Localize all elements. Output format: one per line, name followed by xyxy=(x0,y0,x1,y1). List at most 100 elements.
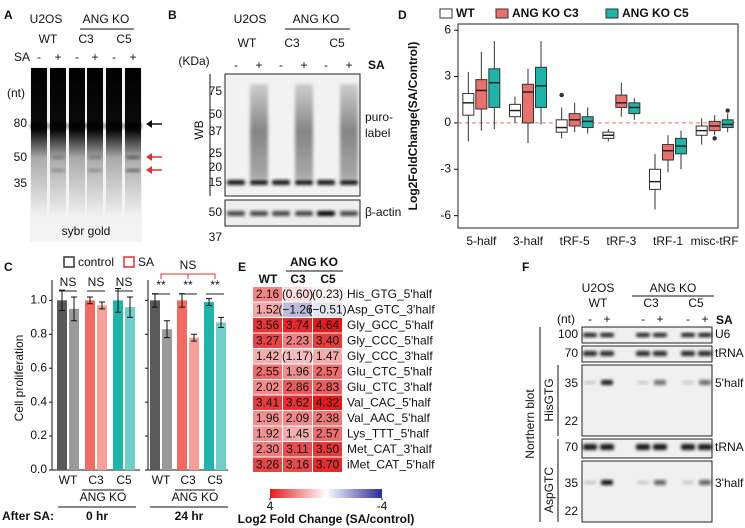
outlier xyxy=(559,92,564,98)
bar xyxy=(85,300,95,470)
row-label: Val_CAC_5'half xyxy=(347,395,431,409)
heatmap-cell xyxy=(313,318,342,333)
band xyxy=(636,351,650,356)
cell-label: 3.62 xyxy=(286,395,310,409)
cell-label: 3.16 xyxy=(286,457,310,471)
arrow-head xyxy=(146,153,152,161)
heatmap-cell xyxy=(313,302,342,317)
y-tick-label: 0.4 xyxy=(30,394,47,408)
row-label: iMet_CAT_5'half xyxy=(347,457,435,471)
lane-label: C5 xyxy=(116,32,132,46)
sign: + xyxy=(345,58,352,72)
lane-label: C5 xyxy=(329,36,345,50)
cell-label: 2.02 xyxy=(256,380,280,394)
sign: + xyxy=(255,58,262,72)
lane-label: C3 xyxy=(284,36,300,50)
cell-label: 4.32 xyxy=(316,395,340,409)
colorbar-tick-label: -4 xyxy=(377,499,388,513)
x-tick-label: C5 xyxy=(116,473,132,487)
band xyxy=(637,381,649,384)
heatmap-cell xyxy=(283,364,312,379)
heatmap-cell xyxy=(313,349,342,364)
bar xyxy=(57,300,67,470)
cell-label: 1.42 xyxy=(256,349,280,363)
heatmap-cell xyxy=(313,442,342,457)
blot xyxy=(581,364,713,437)
significance: ** xyxy=(156,278,166,292)
band xyxy=(601,380,613,385)
box xyxy=(555,119,568,133)
lane-label: WT xyxy=(238,36,257,50)
sign: - xyxy=(112,50,116,64)
smear xyxy=(69,68,85,218)
band xyxy=(653,351,667,356)
plot-frame xyxy=(457,23,739,229)
band xyxy=(682,481,694,484)
significance: ** xyxy=(210,278,220,292)
lane-label: C5 xyxy=(688,296,704,310)
band xyxy=(637,481,649,484)
gel xyxy=(30,66,142,242)
cell-label: 3.27 xyxy=(256,333,280,347)
error-bar xyxy=(59,289,65,312)
legend-label: ANG KO C5 xyxy=(622,6,689,20)
heatmap-cell xyxy=(253,287,282,302)
cell-label: (0.23) xyxy=(312,287,343,301)
band xyxy=(699,380,711,385)
marker: 15 xyxy=(209,175,223,189)
unit-label: (KDa) xyxy=(178,54,209,68)
x-tick-label: C3 xyxy=(180,473,196,487)
bar xyxy=(216,322,226,470)
sign: - xyxy=(588,312,592,326)
band xyxy=(653,444,667,450)
significance-bracket xyxy=(160,273,216,279)
legend-label: WT xyxy=(456,6,475,20)
band-label: U6 xyxy=(715,327,731,341)
y-axis-label: Log2FoldChange(SA/Control) xyxy=(406,42,420,211)
marker: 22 xyxy=(565,504,579,518)
heatmap-cell xyxy=(283,302,312,317)
probe-label: AspGTC xyxy=(542,467,556,513)
x-tick-label: C5 xyxy=(207,473,223,487)
cell-label: (−1.26) xyxy=(278,302,316,316)
band xyxy=(51,169,65,172)
heatmap-cell xyxy=(313,333,342,348)
box xyxy=(615,94,628,108)
y-tick-label: 6 xyxy=(444,22,451,36)
y-tick-label: 0.8 xyxy=(30,326,47,340)
marker: 35 xyxy=(14,176,28,190)
band xyxy=(600,444,614,450)
legend-label: SA xyxy=(138,255,154,269)
arrow-head xyxy=(146,120,152,128)
marker: 80 xyxy=(14,116,28,130)
marker: 70 xyxy=(565,440,579,454)
row-label: Met_CAT_3'half xyxy=(347,442,432,456)
outlier xyxy=(712,136,717,141)
heatmap-cell xyxy=(283,457,312,472)
error-bar xyxy=(99,301,105,310)
heatmap-cell xyxy=(253,411,282,426)
row-label: His_GTG_5'half xyxy=(347,287,433,301)
band xyxy=(583,333,597,337)
error-bar xyxy=(164,320,170,339)
probe-label: label xyxy=(365,126,390,140)
time: 24 hr xyxy=(175,509,204,523)
cell-label: 3.40 xyxy=(316,333,340,347)
heatmap-cell xyxy=(253,457,282,472)
band xyxy=(317,211,335,216)
band xyxy=(699,480,711,485)
column-label: C3 xyxy=(290,272,306,286)
cell-label: 3.26 xyxy=(256,457,280,471)
x-tick-label: WT xyxy=(152,473,171,487)
row-label: Glu_CTC_5'half xyxy=(347,364,433,378)
cell-label: 3.74 xyxy=(286,318,310,332)
cell-label: 2.55 xyxy=(256,364,280,378)
x-tick-label: tRF-1 xyxy=(653,234,683,248)
sign: - xyxy=(37,50,41,64)
box xyxy=(488,68,501,108)
cell-label: 4.64 xyxy=(316,318,340,332)
smear xyxy=(106,68,122,218)
lane-label: C3 xyxy=(643,296,659,310)
band xyxy=(601,480,613,485)
heatmap-cell xyxy=(283,333,312,348)
